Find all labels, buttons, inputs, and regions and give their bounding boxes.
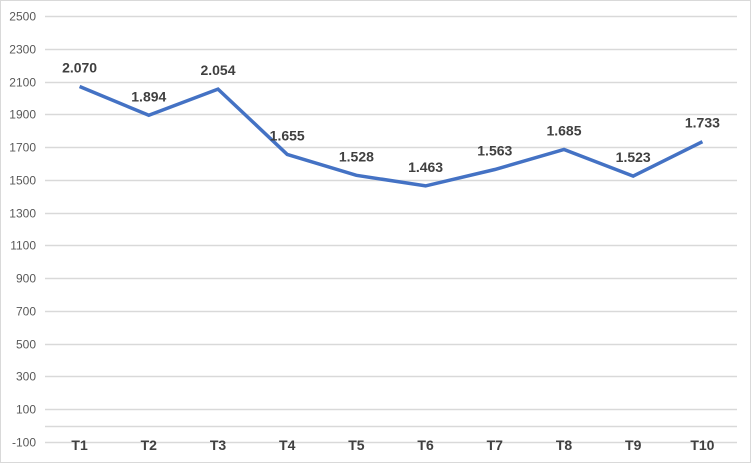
y-tick-label: 1500 xyxy=(9,174,36,188)
y-tick-label: 2100 xyxy=(9,76,36,90)
y-tick-label: 1700 xyxy=(9,141,36,155)
x-tick-label: T2 xyxy=(141,437,158,453)
data-label: 1.563 xyxy=(477,143,512,159)
data-label: 1.528 xyxy=(339,148,374,164)
y-tick-label: 1300 xyxy=(9,207,36,221)
data-label: 1.894 xyxy=(131,88,166,104)
y-tick-label: 300 xyxy=(16,370,36,384)
data-label: 1.685 xyxy=(546,123,581,139)
series-line xyxy=(78,84,704,188)
data-label: 1.733 xyxy=(685,115,720,131)
y-tick-label: 1100 xyxy=(10,239,36,253)
x-tick-label: T8 xyxy=(556,437,573,453)
x-tick-label: T4 xyxy=(279,437,296,453)
x-tick-label: T7 xyxy=(487,437,504,453)
x-tick-label: T3 xyxy=(210,437,227,453)
x-axis-labels: T1 T2 T3 T4 T5 T6 T7 T8 T9 T10 xyxy=(71,437,714,453)
x-tick-label: T10 xyxy=(690,437,714,453)
y-tick-label: 500 xyxy=(16,338,36,352)
data-label: 1.523 xyxy=(616,149,651,165)
y-tick-label: 2300 xyxy=(9,43,36,57)
data-label: 2.070 xyxy=(62,59,97,75)
data-label: 1.655 xyxy=(270,127,305,143)
data-label: 1.463 xyxy=(408,159,443,175)
y-tick-label: 700 xyxy=(16,305,36,319)
gridlines xyxy=(45,15,737,444)
y-axis-labels: 2500 2300 2100 1900 1700 1500 1300 1100 900 700 50… xyxy=(9,10,36,450)
y-tick-label: -100 xyxy=(12,436,36,450)
data-series xyxy=(78,84,704,188)
x-tick-label: T5 xyxy=(348,437,365,453)
y-tick-label: 900 xyxy=(16,272,36,286)
y-tick-label: 2500 xyxy=(9,10,36,24)
data-labels: 2.070 1.894 2.054 1.655 1.528 1.463 1.563 1.685… xyxy=(62,59,720,174)
data-label: 2.054 xyxy=(200,62,235,78)
y-tick-label: 1900 xyxy=(9,108,36,122)
y-tick-label: 100 xyxy=(16,403,36,417)
x-tick-label: T1 xyxy=(71,437,88,453)
x-tick-label: T6 xyxy=(417,437,434,453)
x-tick-label: T9 xyxy=(625,437,642,453)
